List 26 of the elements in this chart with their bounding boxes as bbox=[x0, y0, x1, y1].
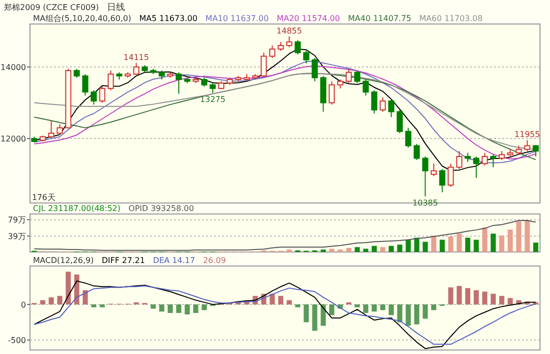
annotation: 176天 bbox=[32, 193, 56, 202]
annotation: 14115 bbox=[124, 52, 149, 62]
annotation: 11955 bbox=[514, 130, 540, 140]
annotation: 10385 bbox=[412, 198, 438, 208]
y-tick-label: 12000 bbox=[0, 134, 26, 144]
annotation: 14855 bbox=[276, 26, 302, 36]
y-tick-label: 79万 bbox=[8, 216, 26, 225]
annotation: 13275 bbox=[200, 94, 226, 104]
text: MA10 11637.00 bbox=[205, 14, 269, 23]
text: DIFF 27.21 bbox=[102, 256, 145, 265]
text: CJL 231187.00(48:52) bbox=[33, 204, 121, 213]
legend-title: MA组合(5,10,20,40,60,0) bbox=[33, 14, 132, 23]
y-tick-label: 39万 bbox=[8, 232, 26, 242]
text: MA20 11574.00 bbox=[276, 14, 340, 23]
y-tick-label: 0 bbox=[20, 300, 26, 310]
chart-subtitle: 日线 bbox=[106, 2, 125, 13]
text: 26.09 bbox=[203, 256, 226, 265]
text: MA40 11407.75 bbox=[348, 14, 412, 23]
y-tick-label: -500 bbox=[8, 336, 26, 346]
text: OPID 393258.00 bbox=[128, 204, 194, 213]
legend-title: MACD(12,26,9) bbox=[33, 256, 94, 265]
text: MA60 11703.08 bbox=[419, 14, 483, 23]
y-tick-label: 14000 bbox=[0, 62, 26, 72]
chart-title: 郑棉2009 (CZCE CF009) bbox=[4, 3, 99, 12]
text: DEA 14.17 bbox=[152, 256, 196, 265]
text: MA5 11673.00 bbox=[139, 14, 198, 23]
